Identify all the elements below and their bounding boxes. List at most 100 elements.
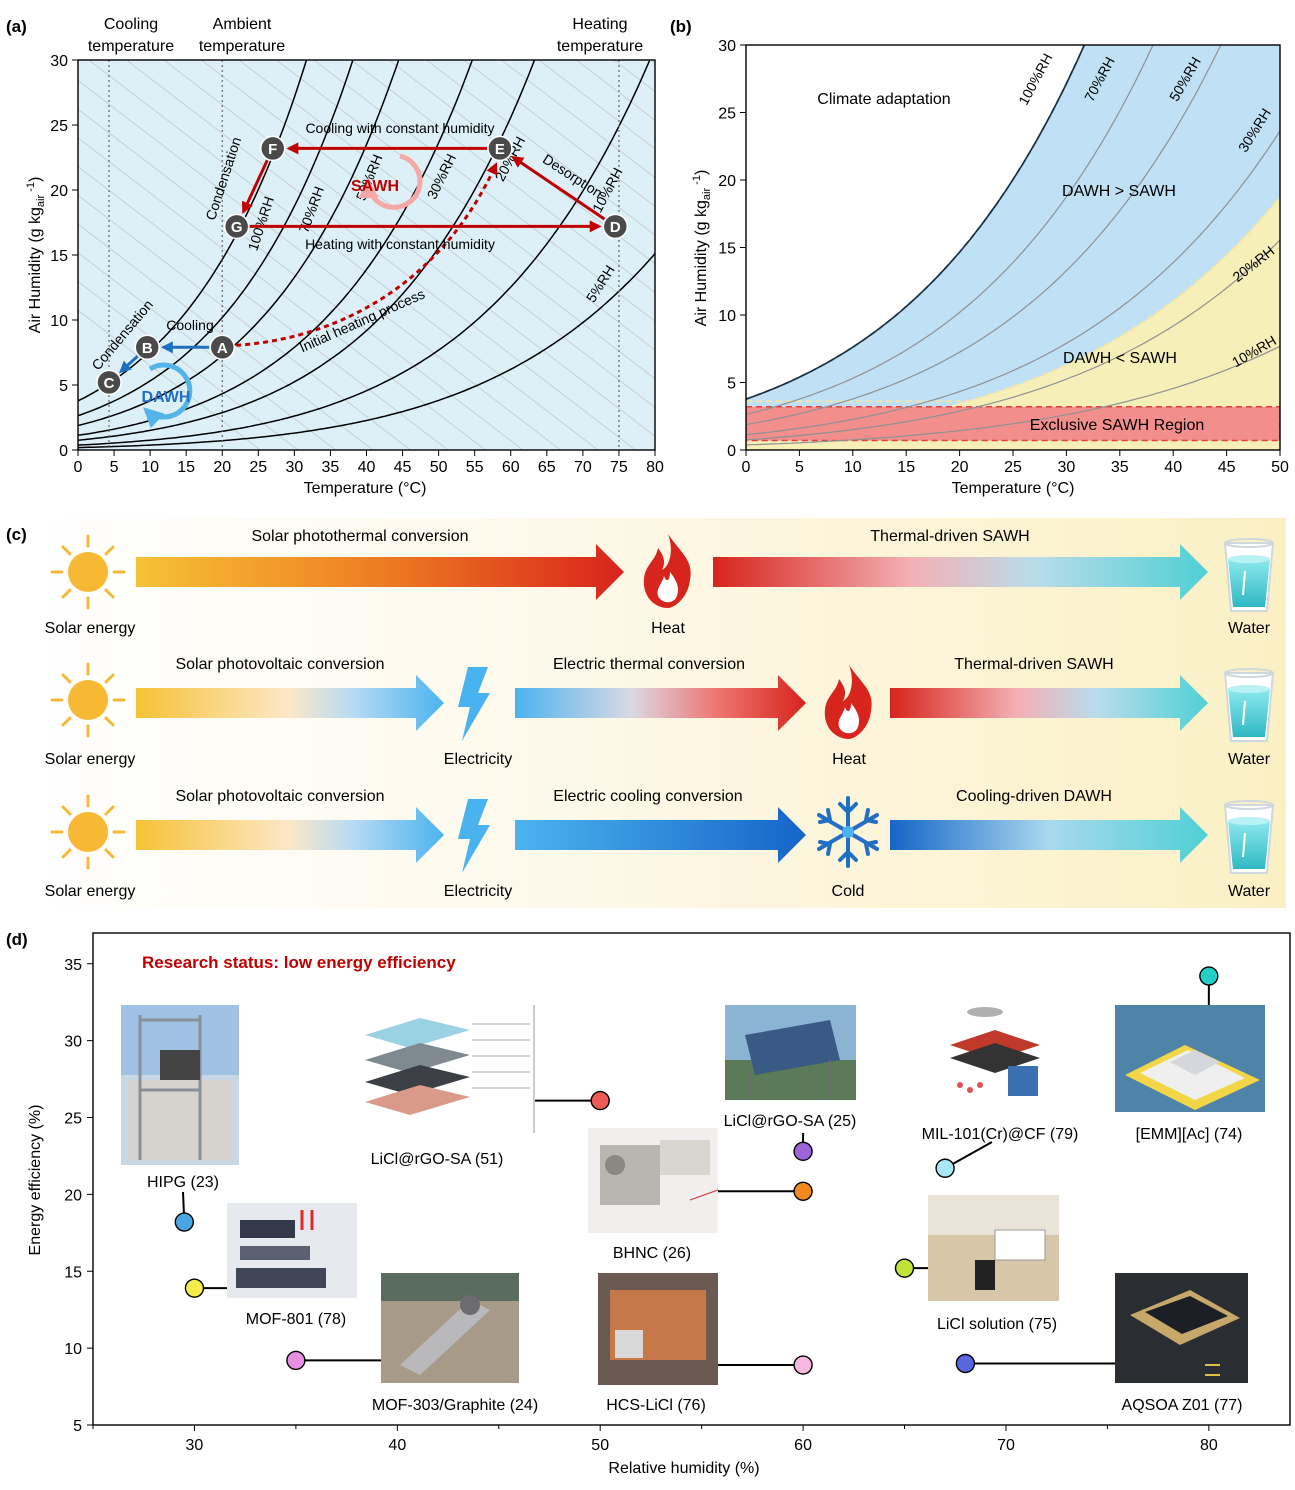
panel-b-axes: 0 5 10 15 20 25 30 35 40 45 50 0 5 10 15 20 25 30 [718, 38, 1289, 476]
x-tick-label: 20 [951, 459, 969, 476]
arrow-label-photovoltaic: Solar photovoltaic conversion [175, 788, 384, 805]
x-tick-label: 10 [844, 459, 862, 476]
x-tick-label: 15 [177, 459, 195, 476]
x-tick-label: 45 [1218, 459, 1236, 476]
pathway-row-3: Solar energy Solar photovoltaic conversi… [45, 788, 1274, 900]
desorption-arrow [511, 156, 606, 221]
photo-bhnc [588, 1128, 719, 1233]
y-tick-label: 5 [73, 1418, 82, 1435]
water-cup-icon [1224, 800, 1274, 874]
enthalpy-line [313, 60, 655, 322]
photo-mof303 [381, 1273, 519, 1383]
panel-a-axes: 0 5 10 15 20 25 30 35 40 45 50 55 60 65 70 75 80 0 5 10 15 20… [50, 53, 664, 476]
state-point-f: F [259, 135, 286, 162]
arrow-thermal-sawh [890, 675, 1208, 731]
data-point-label: HCS-LiCl (76) [606, 1397, 706, 1414]
svg-text:G: G [231, 219, 243, 236]
y-tick-label: 30 [50, 53, 68, 70]
water-label: Water [1228, 883, 1271, 900]
panel-d-ylabel: Energy efficiency (%) [27, 1105, 44, 1256]
x-tick-label: 65 [538, 459, 556, 476]
x-tick-label: 40 [388, 1437, 406, 1454]
enthalpy-line [275, 60, 655, 351]
state-point-b: B [134, 334, 160, 361]
data-point-label: MOF-801 (78) [246, 1311, 346, 1328]
x-tick-label: 40 [1164, 459, 1182, 476]
x-tick-label: 60 [502, 459, 520, 476]
x-tick-label: 50 [1271, 459, 1289, 476]
condensation-arrow-bottom [119, 354, 139, 374]
panel-a-enthalpy-lines [78, 60, 655, 450]
x-tick-label: 30 [285, 459, 303, 476]
panel-d-axes: 30 40 50 60 70 80 5 10 15 20 25 30 35 [64, 957, 1218, 1454]
photo-licl-rgo-sa-51 [360, 1005, 535, 1133]
data-point-label: [EMM][Ac] (74) [1136, 1126, 1243, 1143]
enthalpy-line [78, 165, 449, 450]
rh-curve-20 [78, 60, 536, 441]
y-tick-label: 0 [59, 443, 68, 460]
heat-label: Heat [651, 620, 685, 637]
cooling-temperature-label-2: temperature [88, 38, 174, 55]
panel-c-energy-pathways: (c) Solar energy Solar photothermal conv… [6, 518, 1286, 908]
panel-d-points [174, 966, 1219, 1375]
enthalpy-line [78, 309, 262, 450]
water-cup-icon [1224, 538, 1274, 612]
data-point [793, 1181, 813, 1202]
svg-text:E: E [495, 141, 505, 158]
cooling-temperature-label-1: Cooling [104, 16, 158, 33]
dawh-greater-region [746, 45, 1280, 407]
dawh-greater-label: DAWH > SAWH [1062, 183, 1176, 200]
cooling-constant-humidity-label: Cooling with constant humidity [305, 120, 494, 136]
dawh-less-label: DAWH < SAWH [1063, 350, 1177, 367]
x-tick-label: 20 [213, 459, 231, 476]
x-tick-label: 80 [1200, 1437, 1218, 1454]
x-tick-label: 40 [358, 459, 376, 476]
rh-curve-50 [78, 60, 400, 427]
enthalpy-line [78, 79, 562, 450]
y-tick-label: 30 [64, 1034, 82, 1051]
rh-curve-70 [746, 45, 1154, 415]
sawh-cycle-icon [358, 153, 423, 210]
photo-mof801 [227, 1203, 357, 1298]
data-point-label: MIL-101(Cr)@CF (79) [922, 1126, 1079, 1143]
x-tick-label: 25 [249, 459, 267, 476]
device-photos [121, 1005, 1265, 1385]
photo-licl-solution [928, 1195, 1059, 1301]
water-cup-icon [1224, 668, 1274, 742]
data-point-label: MOF-303/Graphite (24) [372, 1397, 538, 1414]
svg-text:B: B [142, 340, 153, 357]
heat-label: Heat [832, 751, 866, 768]
rh-curve-50 [746, 45, 1222, 426]
enthalpy-line [238, 60, 655, 380]
electricity-label: Electricity [444, 883, 512, 900]
y-tick-label: 10 [718, 308, 736, 325]
solar-energy-label: Solar energy [45, 883, 136, 900]
arrow-label-cooling-dawh: Cooling-driven DAWH [956, 788, 1112, 805]
photo-hcs-licl [598, 1273, 718, 1385]
state-point-a: A [209, 334, 235, 361]
state-point-g: G [223, 213, 250, 240]
arrow-thermal-sawh [713, 544, 1208, 600]
y-tick-label: 20 [64, 1187, 82, 1204]
photo-mil101 [927, 1005, 1060, 1117]
electricity-label: Electricity [444, 751, 512, 768]
enthalpy-line [78, 252, 337, 450]
x-tick-label: 35 [322, 459, 340, 476]
enthalpy-line [538, 60, 655, 150]
photo-hipg [121, 1005, 239, 1165]
rh-curve-100 [746, 45, 1086, 400]
y-tick-label: 15 [64, 1264, 82, 1281]
y-tick-label: 0 [727, 443, 736, 460]
rh-curve-5 [78, 253, 655, 449]
climate-adaptation-label: Climate adaptation [817, 91, 950, 108]
rh-curve-label: 100%RH [1015, 51, 1055, 108]
x-tick-label: 55 [466, 459, 484, 476]
heating-constant-humidity-label: Heating with constant humidity [305, 236, 495, 252]
x-tick-label: 45 [394, 459, 412, 476]
enthalpy-line [78, 108, 524, 450]
rh-curve-30 [746, 130, 1280, 436]
panel-a-label: (a) [6, 17, 27, 36]
y-tick-label: 35 [64, 957, 82, 974]
water-label: Water [1228, 751, 1271, 768]
